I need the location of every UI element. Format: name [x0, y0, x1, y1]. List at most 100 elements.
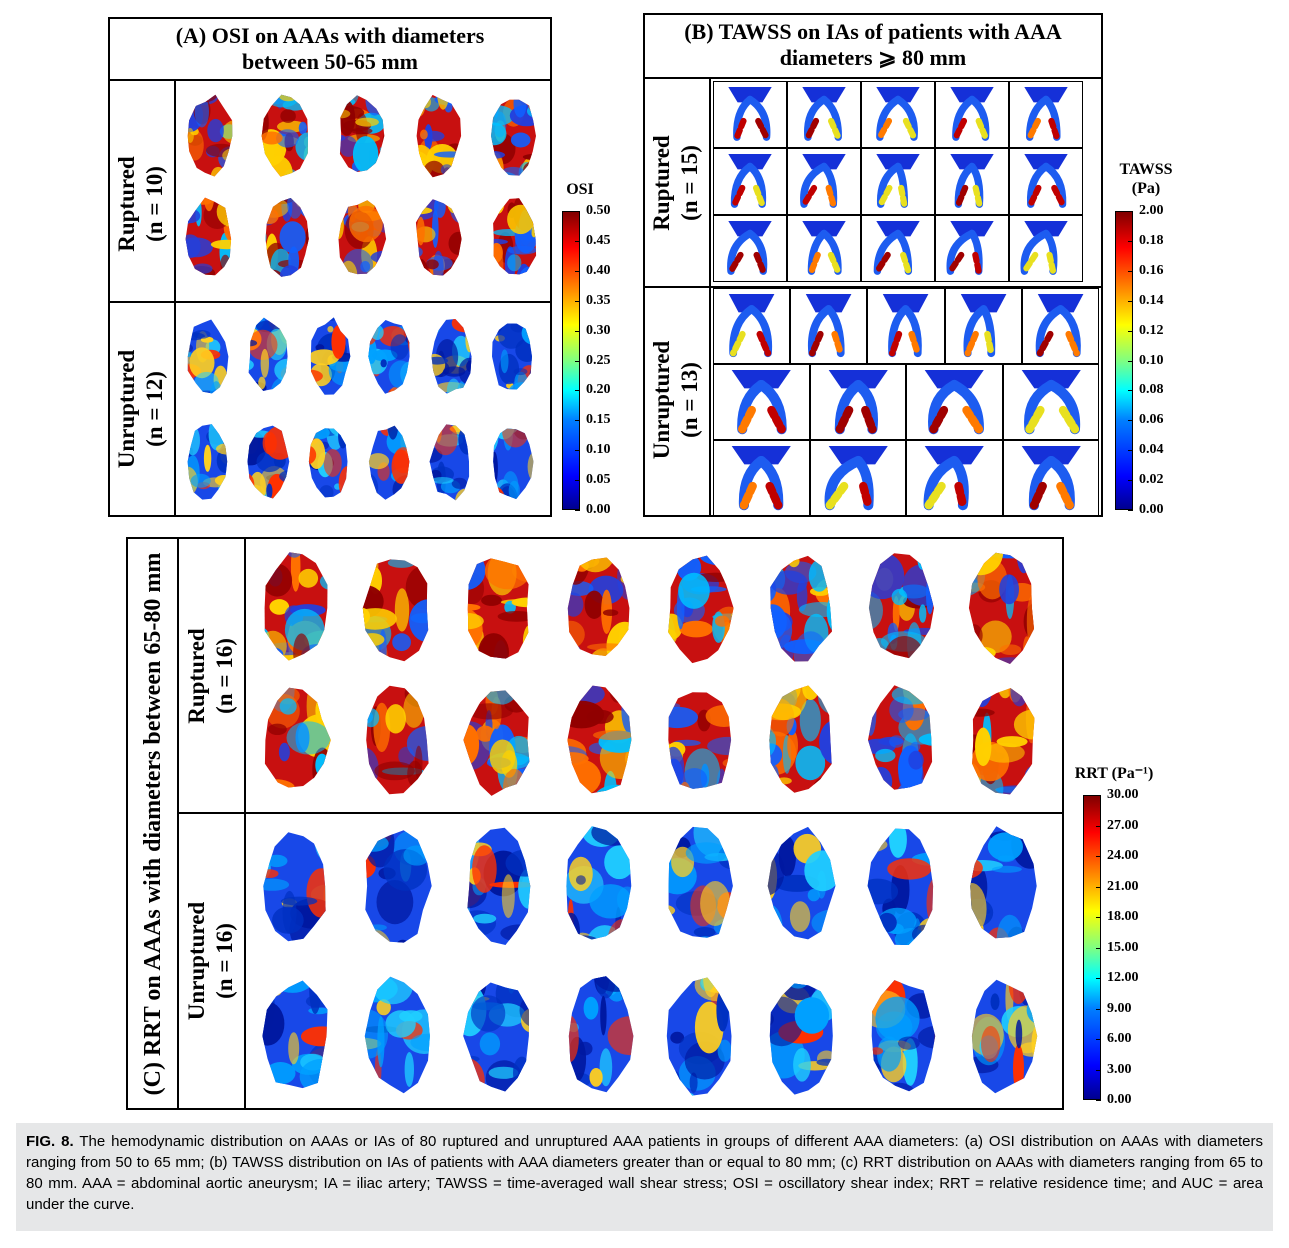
osi-colorbar-title: OSI	[566, 181, 594, 198]
osi-tick-label: 0.45	[586, 232, 611, 248]
tawss-ruptured-map	[802, 221, 846, 275]
osi-unruptured-map	[429, 424, 470, 501]
rrt-tick-label: 30.00	[1107, 787, 1139, 802]
tawss-ruptured-cell	[935, 148, 1009, 215]
tawss-colorbar-title: TAWSS (Pa)	[1119, 161, 1173, 197]
osi-tick-mark	[575, 480, 580, 482]
rrt-tick-label: 12.00	[1107, 970, 1139, 985]
tawss-unruptured-cell	[1002, 364, 1099, 440]
tawss-unruptured-map	[828, 370, 888, 435]
osi-unruptured-map	[492, 323, 532, 390]
rrt-ruptured-map	[868, 553, 934, 659]
rrt-unruptured-map	[767, 826, 836, 940]
rrt-tick-mark	[1096, 886, 1101, 888]
tawss-ruptured-cell	[713, 81, 787, 148]
rrt-tick-label: 6.00	[1107, 1031, 1132, 1046]
tawss-tick-mark	[1128, 211, 1133, 212]
tawss-unruptured-cell	[906, 440, 1003, 516]
osi-unruptured-map	[247, 425, 290, 499]
rrt-unruptured-map	[867, 828, 934, 946]
tawss-unruptured-cell	[713, 288, 791, 364]
rrt-ruptured-map	[668, 692, 732, 789]
rrt-tick-mark	[1096, 917, 1101, 918]
panel-c: (C) RRT on AAAs with diameters between 6…	[126, 537, 1064, 1110]
tawss-ruptured-cell	[861, 148, 935, 215]
panel-b-title-line2: diameters ⩾ 80 mm	[779, 45, 967, 70]
tawss-unruptured-map	[728, 294, 775, 358]
rrt-ruptured-map	[463, 690, 530, 796]
tawss-ruptured-cell	[787, 81, 861, 148]
rrt-ruptured-map	[366, 685, 429, 795]
tawss-ruptured-cell	[861, 215, 935, 282]
rrt-unruptured-map	[769, 983, 833, 1095]
rrt-unruptured-map	[365, 830, 432, 943]
osi-ruptured-map	[185, 197, 232, 276]
figure-label: FIG. 8.	[26, 1133, 74, 1150]
rrt-tick-label: 18.00	[1107, 909, 1139, 924]
rrt-unruptured-map	[971, 979, 1038, 1094]
rrt-ruptured-map	[264, 552, 328, 661]
rrt-tick-mark	[1096, 1008, 1101, 1010]
rrt-unruptured-map	[364, 976, 430, 1094]
osi-tick-label: 0.25	[586, 352, 611, 368]
tawss-unruptured-cell	[1002, 440, 1099, 516]
osi-ruptured-map	[339, 95, 385, 173]
rrt-tick-label: 15.00	[1107, 939, 1139, 955]
rrt-unruptured-map	[263, 832, 326, 942]
osi-tick-label: 0.05	[586, 472, 611, 488]
rrt-tick-mark	[1096, 795, 1101, 796]
tawss-unruptured-cell	[1021, 288, 1099, 364]
osi-ruptured-map	[338, 200, 387, 275]
rrt-ruptured-map	[362, 559, 429, 662]
tawss-ruptured-map	[876, 87, 920, 141]
tawss-ruptured-cell	[787, 148, 861, 215]
tawss-tick-mark	[1128, 420, 1133, 422]
tawss-unruptured-map	[731, 446, 791, 511]
rrt-ruptured-map	[868, 685, 933, 790]
rrt-ruptured-map	[770, 555, 833, 662]
rrt-ruptured-map	[668, 555, 734, 664]
panel-a: (A) OSI on AAAs with diameters between 5…	[108, 17, 552, 517]
tawss-tick-label: 0.02	[1139, 472, 1164, 488]
osi-unruptured-map	[187, 424, 228, 500]
osi-tick-mark	[575, 211, 580, 212]
rrt-colorbar-title: RRT (Pa⁻¹)	[1074, 765, 1154, 782]
tawss-unruptured-cell	[809, 440, 906, 516]
tawss-tick-mark	[1128, 390, 1133, 392]
tawss-tick-label: 0.10	[1139, 352, 1164, 368]
osi-unruptured-map	[431, 319, 472, 394]
osi-unruptured-map	[308, 428, 348, 498]
tawss-tick-label: 0.18	[1139, 232, 1164, 248]
tawss-tick-mark	[1128, 510, 1133, 511]
tawss-unruptured-cell	[713, 364, 810, 440]
tawss-unruptured-cell	[809, 364, 906, 440]
panel-b: (B) TAWSS on IAs of patients with AAA di…	[643, 13, 1103, 517]
osi-ruptured-map	[187, 94, 233, 177]
osi-ruptured-map	[265, 198, 309, 277]
rrt-tick-mark	[1096, 1069, 1101, 1071]
tawss-tick-mark	[1128, 360, 1133, 362]
rrt-unruptured-map	[970, 826, 1037, 939]
rrt-ruptured-map	[567, 557, 630, 656]
panel-a-title-line1: (A) OSI on AAAs with diameters	[175, 23, 485, 48]
panel-b-row2-label: Unruptured (n = 13)	[649, 340, 702, 460]
tawss-unruptured-map	[824, 446, 888, 511]
panel-c-row2-label: Unruptured (n = 16)	[184, 901, 237, 1021]
panel-b-title-line1: (B) TAWSS on IAs of patients with AAA	[684, 19, 1062, 44]
panel-b-row1-label: Ruptured (n = 15)	[649, 135, 702, 231]
rrt-tick-mark	[1096, 1100, 1101, 1101]
tawss-unruptured-cell	[867, 288, 945, 364]
rrt-ruptured-map	[567, 685, 632, 794]
tawss-ruptured-map	[800, 154, 846, 208]
rrt-tick-label: 0.00	[1107, 1092, 1132, 1107]
osi-tick-mark	[575, 420, 580, 422]
tawss-unruptured-map	[923, 446, 984, 511]
rrt-unruptured-map	[262, 980, 328, 1089]
tawss-ruptured-cell	[935, 81, 1009, 148]
osi-unruptured-map	[310, 317, 351, 395]
tawss-tick-label: 0.08	[1139, 382, 1164, 398]
tawss-ruptured-map	[946, 221, 994, 275]
osi-ruptured-map	[416, 94, 462, 178]
osi-unruptured-map	[368, 320, 410, 394]
rrt-unruptured-map	[668, 826, 733, 938]
